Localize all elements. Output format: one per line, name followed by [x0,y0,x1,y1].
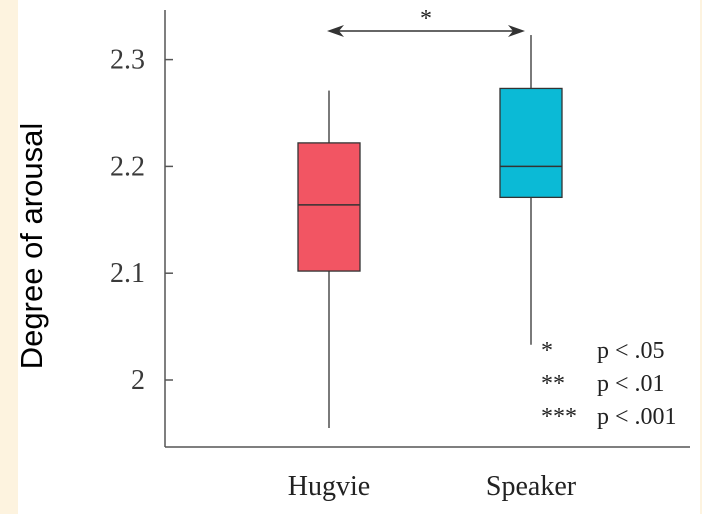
y-tick-label: 2.1 [110,258,145,289]
arrow-head-right-icon [508,25,525,37]
significance-stars: * [541,338,553,364]
x-category-label: Hugvie [288,471,370,502]
box-hugvie [297,142,361,272]
y-tick-label: 2.3 [110,45,145,76]
y-tick-label: 2.2 [110,151,145,182]
comparison-significance-marker: * [420,6,432,32]
significance-stars: ** [541,371,565,397]
y-tick-label: 2 [131,365,145,396]
arrow-head-left-icon [327,25,344,37]
significance-threshold: p < .001 [597,404,677,430]
box-speaker [499,87,563,199]
significance-threshold: p < .01 [597,371,665,397]
x-category-label: Speaker [486,471,577,502]
significance-threshold: p < .05 [597,338,665,364]
significance-stars: *** [541,404,577,430]
